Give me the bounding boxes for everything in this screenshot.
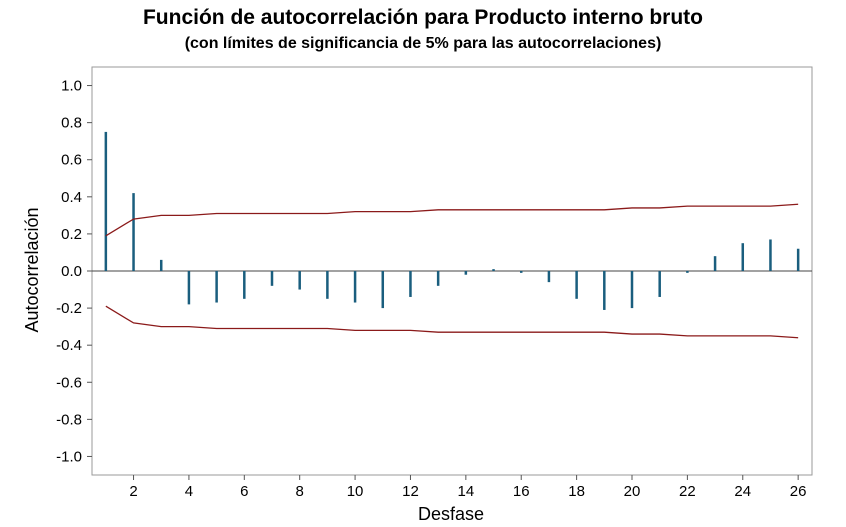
acf-bar: [713, 256, 717, 271]
acf-bar: [159, 259, 163, 271]
x-tick-label: 26: [790, 483, 807, 500]
x-tick-label: 14: [458, 483, 475, 500]
lower-significance-limit: [105, 305, 799, 339]
acf-bar: [270, 271, 274, 286]
acf-bar: [492, 269, 495, 271]
acf-bar: [215, 271, 218, 303]
x-axis: 2 4 6 8 10 12 14 16 18 20 22 24 26: [129, 475, 806, 500]
y-tick-label: 0.0: [61, 263, 82, 280]
acf-bar: [603, 271, 606, 310]
y-tick-label: -1.0: [56, 448, 82, 465]
x-tick-label: 6: [240, 483, 248, 500]
acf-bar: [769, 239, 772, 271]
x-tick-label: 16: [513, 483, 530, 500]
acf-bar: [243, 271, 246, 299]
upper-significance-limit: [105, 203, 799, 237]
acf-bars: [104, 131, 800, 310]
acf-bar: [353, 271, 357, 303]
x-tick-label: 22: [679, 483, 696, 500]
acf-bar: [741, 243, 745, 271]
acf-bar: [104, 131, 108, 271]
x-axis-label: Desfase: [418, 504, 484, 524]
chart-title: Función de autocorrelación para Producto…: [143, 6, 703, 29]
y-tick-label: 0.4: [61, 189, 82, 206]
acf-bar: [464, 271, 468, 275]
chart-subtitle: (con límites de significancia de 5% para…: [185, 35, 662, 52]
y-tick-label: -0.4: [56, 337, 82, 354]
x-tick-label: 4: [185, 483, 193, 500]
x-tick-label: 2: [129, 483, 137, 500]
x-tick-label: 18: [568, 483, 585, 500]
x-tick-label: 24: [734, 483, 751, 500]
acf-bar: [630, 271, 634, 309]
acf-bar: [575, 271, 578, 299]
y-tick-label: 0.6: [61, 152, 82, 169]
acf-bar: [796, 248, 800, 271]
y-tick-label: -0.6: [56, 374, 82, 391]
y-tick-label: 0.8: [61, 115, 82, 132]
acf-bar: [436, 271, 440, 286]
acf-bar: [381, 271, 385, 309]
acf-bar: [658, 271, 661, 297]
y-tick-label: 0.2: [61, 226, 82, 243]
acf-bar: [187, 271, 191, 305]
acf-bar: [409, 271, 412, 297]
x-tick-label: 8: [296, 483, 304, 500]
acf-bar: [686, 271, 689, 273]
y-axis-label: Autocorrelación: [22, 207, 42, 332]
acf-bar: [547, 271, 551, 283]
y-tick-label: -0.2: [56, 300, 82, 317]
y-axis: 1.0 0.8 0.6 0.4 0.2 0.0 -0.2 -0.4 -0.6 -0.8 -1.0: [56, 78, 92, 465]
x-tick-label: 20: [624, 483, 641, 500]
y-tick-label: -0.8: [56, 411, 82, 428]
acf-bar: [298, 271, 301, 290]
x-tick-label: 10: [347, 483, 364, 500]
acf-bar: [132, 193, 135, 271]
acf-bar: [326, 271, 329, 299]
acf-bar: [519, 271, 523, 273]
y-tick-label: 1.0: [61, 78, 82, 95]
x-tick-label: 12: [402, 483, 419, 500]
